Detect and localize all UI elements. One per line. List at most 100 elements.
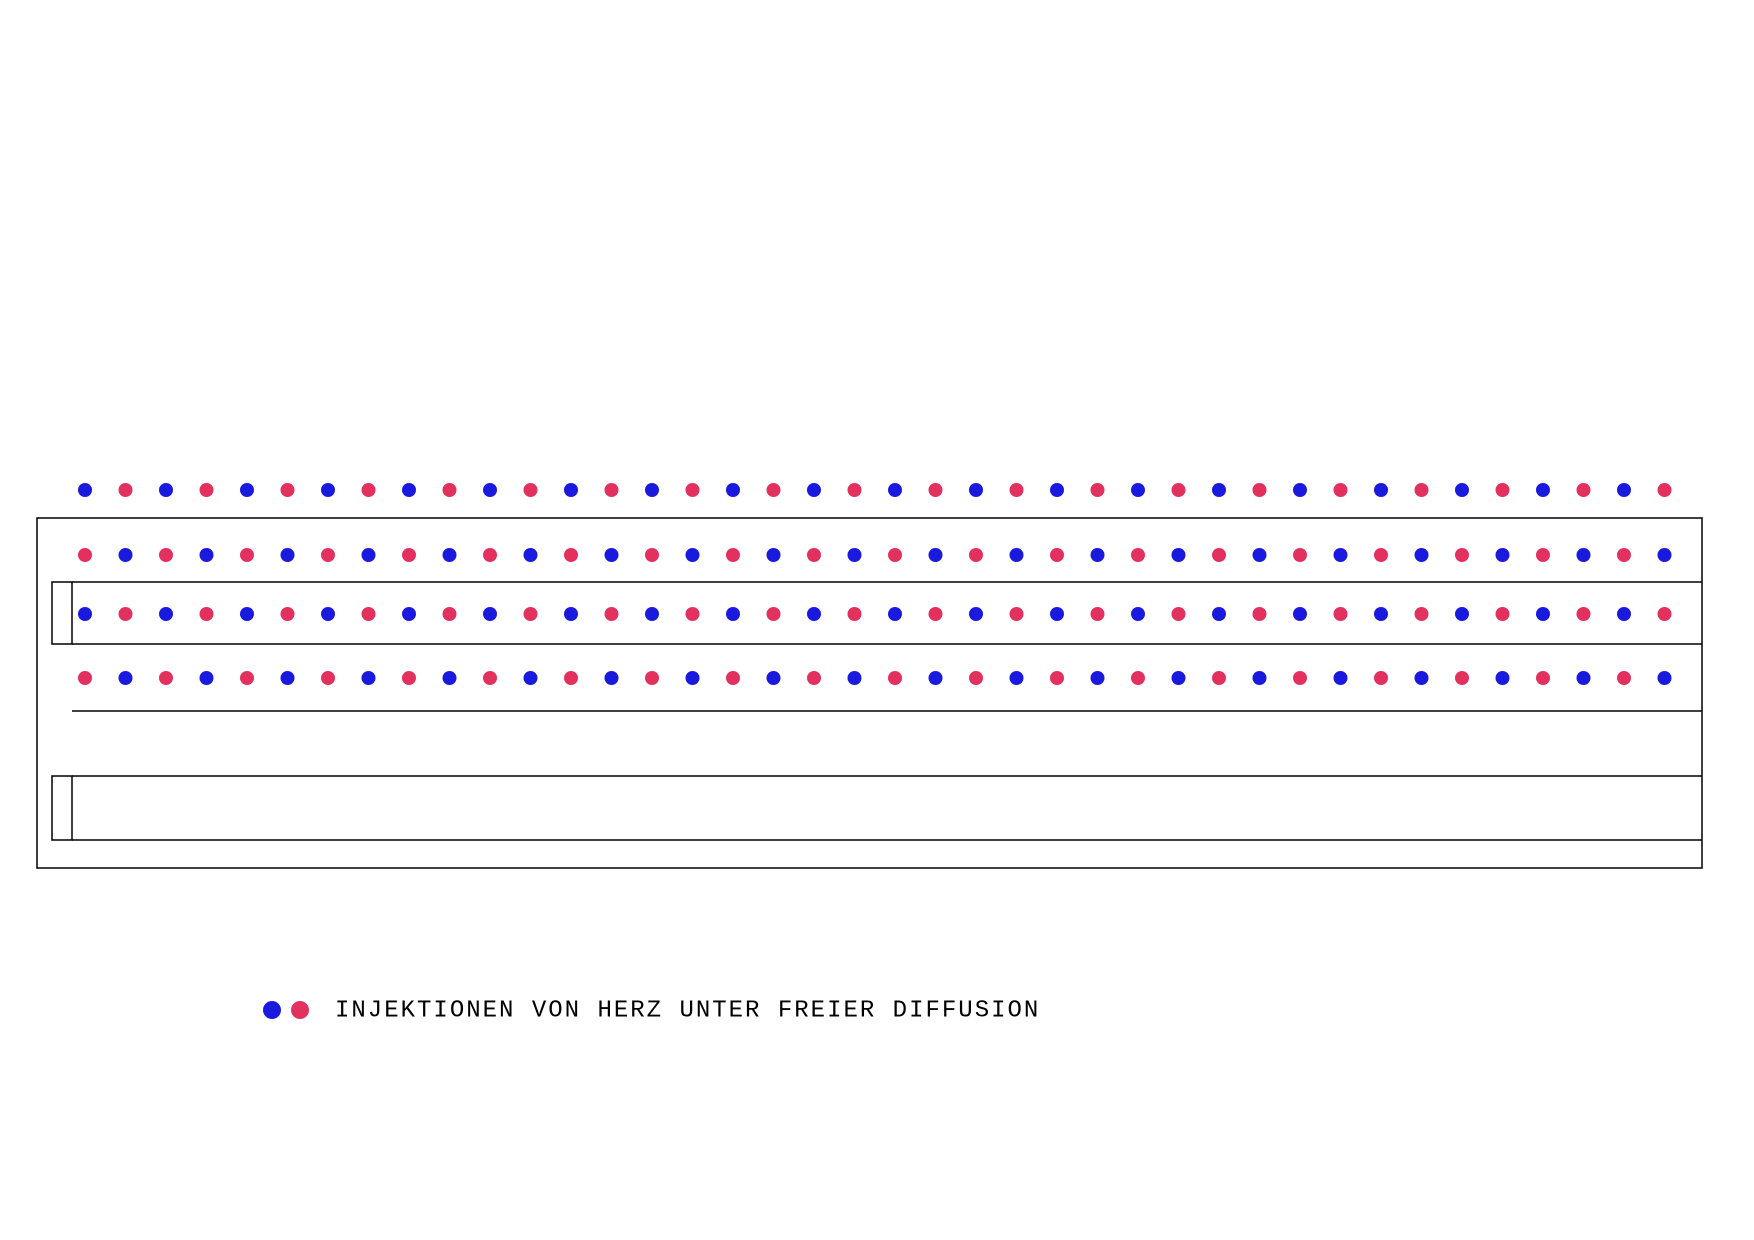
dot-r0-i24 bbox=[1050, 483, 1064, 497]
dot-r3-i38 bbox=[1617, 671, 1631, 685]
dot-r2-i35 bbox=[1496, 607, 1510, 621]
dot-r1-i27 bbox=[1172, 548, 1186, 562]
dot-r1-i32 bbox=[1374, 548, 1388, 562]
dot-r2-i10 bbox=[483, 607, 497, 621]
dot-r1-i12 bbox=[564, 548, 578, 562]
dot-r0-i28 bbox=[1212, 483, 1226, 497]
dot-r0-i26 bbox=[1131, 483, 1145, 497]
dot-r0-i4 bbox=[240, 483, 254, 497]
dot-r2-i0 bbox=[78, 607, 92, 621]
dot-r3-i34 bbox=[1455, 671, 1469, 685]
dot-r0-i39 bbox=[1658, 483, 1672, 497]
dot-r3-i26 bbox=[1131, 671, 1145, 685]
dot-r0-i15 bbox=[686, 483, 700, 497]
dot-r0-i3 bbox=[200, 483, 214, 497]
dot-r1-i29 bbox=[1253, 548, 1267, 562]
dot-r1-i15 bbox=[686, 548, 700, 562]
dot-r1-i5 bbox=[281, 548, 295, 562]
dot-r0-i18 bbox=[807, 483, 821, 497]
dot-r3-i27 bbox=[1172, 671, 1186, 685]
dot-r0-i11 bbox=[524, 483, 538, 497]
dot-r0-i19 bbox=[848, 483, 862, 497]
dot-r1-i3 bbox=[200, 548, 214, 562]
dot-r2-i28 bbox=[1212, 607, 1226, 621]
dot-r2-i34 bbox=[1455, 607, 1469, 621]
dot-r2-i29 bbox=[1253, 607, 1267, 621]
dot-r1-i23 bbox=[1010, 548, 1024, 562]
dot-r1-i24 bbox=[1050, 548, 1064, 562]
dot-r3-i9 bbox=[443, 671, 457, 685]
left-tab-0 bbox=[52, 582, 72, 644]
dot-r3-i24 bbox=[1050, 671, 1064, 685]
dot-r3-i10 bbox=[483, 671, 497, 685]
dot-r1-i31 bbox=[1334, 548, 1348, 562]
legend-text: INJEKTIONEN VON HERZ UNTER FREIER DIFFUS… bbox=[335, 997, 1040, 1024]
dot-r2-i2 bbox=[159, 607, 173, 621]
dot-r3-i37 bbox=[1577, 671, 1591, 685]
dot-r1-i8 bbox=[402, 548, 416, 562]
dot-r3-i25 bbox=[1091, 671, 1105, 685]
dot-r0-i30 bbox=[1293, 483, 1307, 497]
dot-r3-i33 bbox=[1415, 671, 1429, 685]
dot-r1-i37 bbox=[1577, 548, 1591, 562]
dot-r3-i21 bbox=[929, 671, 943, 685]
dot-r1-i11 bbox=[524, 548, 538, 562]
dot-r0-i21 bbox=[929, 483, 943, 497]
dot-r2-i4 bbox=[240, 607, 254, 621]
dot-r0-i22 bbox=[969, 483, 983, 497]
dot-r2-i27 bbox=[1172, 607, 1186, 621]
dot-r1-i9 bbox=[443, 548, 457, 562]
dot-r3-i14 bbox=[645, 671, 659, 685]
left-tab-1 bbox=[52, 776, 72, 840]
dot-r3-i13 bbox=[605, 671, 619, 685]
dot-r3-i15 bbox=[686, 671, 700, 685]
dot-r2-i15 bbox=[686, 607, 700, 621]
dot-r2-i3 bbox=[200, 607, 214, 621]
dot-r0-i32 bbox=[1374, 483, 1388, 497]
dot-r2-i37 bbox=[1577, 607, 1591, 621]
dot-r2-i39 bbox=[1658, 607, 1672, 621]
dot-r2-i38 bbox=[1617, 607, 1631, 621]
dot-r2-i7 bbox=[362, 607, 376, 621]
legend-dot-blue bbox=[263, 1001, 281, 1019]
dot-r3-i22 bbox=[969, 671, 983, 685]
dot-r2-i25 bbox=[1091, 607, 1105, 621]
dot-r3-i32 bbox=[1374, 671, 1388, 685]
dot-r2-i17 bbox=[767, 607, 781, 621]
dot-r1-i36 bbox=[1536, 548, 1550, 562]
dot-r3-i28 bbox=[1212, 671, 1226, 685]
dot-r1-i7 bbox=[362, 548, 376, 562]
dot-r0-i36 bbox=[1536, 483, 1550, 497]
dot-r3-i1 bbox=[119, 671, 133, 685]
dot-r3-i5 bbox=[281, 671, 295, 685]
dot-r0-i14 bbox=[645, 483, 659, 497]
dot-r1-i39 bbox=[1658, 548, 1672, 562]
dot-r3-i6 bbox=[321, 671, 335, 685]
dot-r2-i20 bbox=[888, 607, 902, 621]
dot-r2-i9 bbox=[443, 607, 457, 621]
dot-r0-i37 bbox=[1577, 483, 1591, 497]
dot-r3-i16 bbox=[726, 671, 740, 685]
dot-r2-i6 bbox=[321, 607, 335, 621]
dot-r1-i0 bbox=[78, 548, 92, 562]
dot-r1-i10 bbox=[483, 548, 497, 562]
dot-r2-i19 bbox=[848, 607, 862, 621]
legend-dot-red bbox=[291, 1001, 309, 1019]
dot-r0-i8 bbox=[402, 483, 416, 497]
dot-r1-i21 bbox=[929, 548, 943, 562]
dot-r1-i19 bbox=[848, 548, 862, 562]
dot-r1-i18 bbox=[807, 548, 821, 562]
dot-r0-i6 bbox=[321, 483, 335, 497]
dot-r3-i20 bbox=[888, 671, 902, 685]
dot-r3-i31 bbox=[1334, 671, 1348, 685]
dot-r3-i7 bbox=[362, 671, 376, 685]
dot-r0-i23 bbox=[1010, 483, 1024, 497]
dot-r3-i36 bbox=[1536, 671, 1550, 685]
dot-r1-i35 bbox=[1496, 548, 1510, 562]
dot-r3-i0 bbox=[78, 671, 92, 685]
dot-r1-i34 bbox=[1455, 548, 1469, 562]
dot-r0-i27 bbox=[1172, 483, 1186, 497]
dot-r2-i24 bbox=[1050, 607, 1064, 621]
dot-r0-i13 bbox=[605, 483, 619, 497]
dot-r1-i17 bbox=[767, 548, 781, 562]
